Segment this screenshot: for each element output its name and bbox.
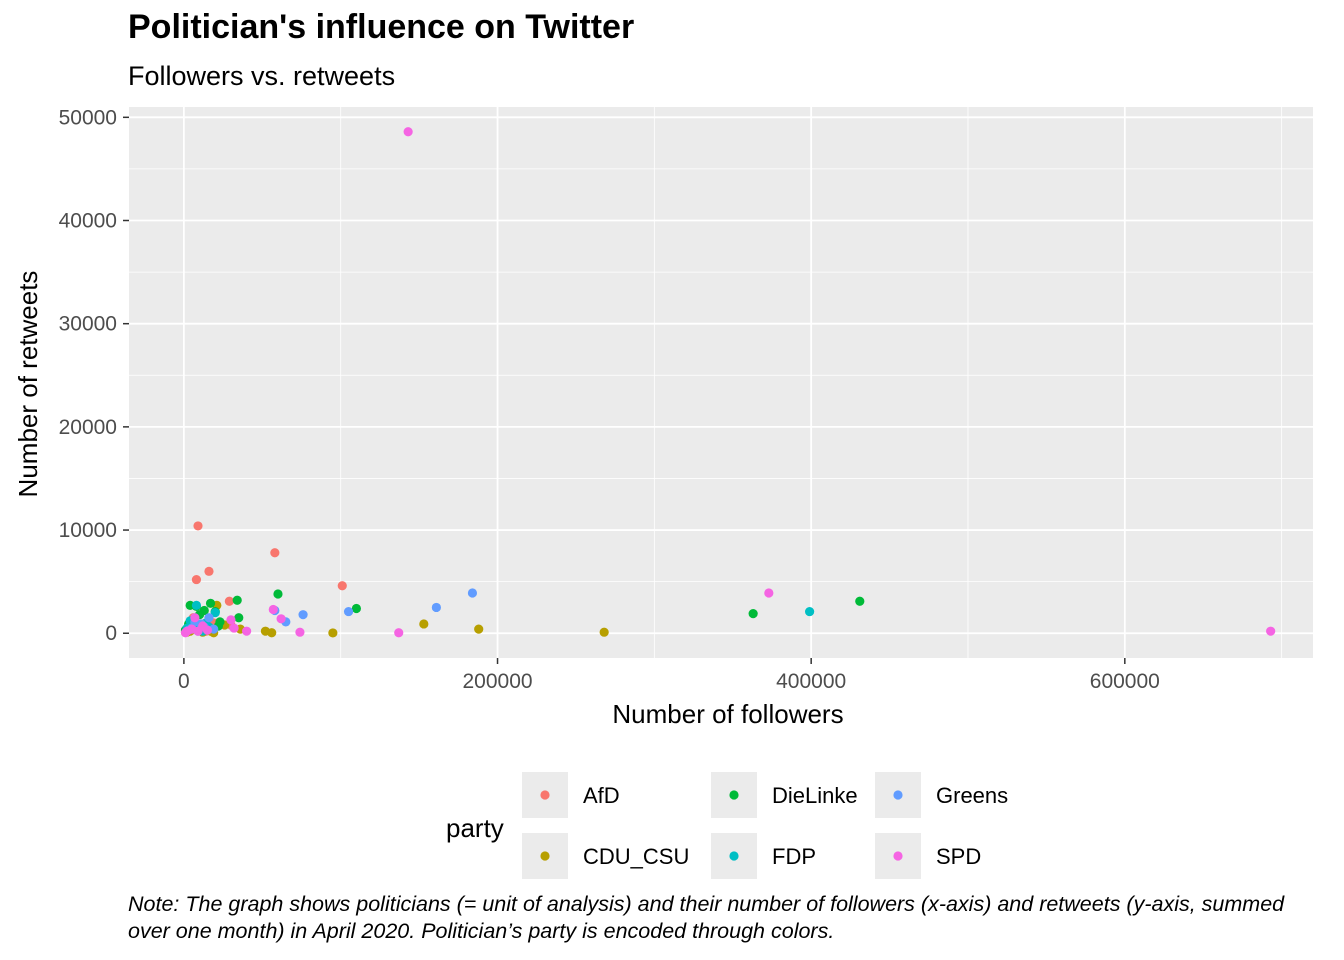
y-tick-label: 0 (105, 622, 117, 645)
legend-key-dot (893, 851, 903, 861)
point-cdu_csu (328, 628, 338, 638)
point-spd (403, 127, 413, 137)
point-dielinke (273, 589, 283, 599)
point-fdp (210, 607, 220, 618)
legend-key-dot (540, 790, 550, 800)
point-cdu_csu (474, 624, 484, 634)
point-greens (204, 613, 214, 623)
x-tick-label: 200000 (462, 670, 532, 693)
chart-subtitle: Followers vs. retweets (128, 61, 396, 91)
legend-key-dot (729, 851, 739, 861)
point-spd (1266, 626, 1276, 636)
x-axis: 0 200000 400000 600000 (178, 658, 1160, 693)
point-spd (764, 588, 774, 598)
point-afd (204, 566, 214, 576)
point-dielinke (215, 617, 225, 627)
point-greens (431, 602, 441, 613)
point-spd (190, 613, 200, 623)
y-tick-label: 40000 (59, 210, 117, 233)
plot-panel (129, 107, 1313, 658)
grid-major (129, 107, 1313, 658)
point-afd (337, 581, 347, 591)
point-fdp (805, 606, 815, 617)
point-dielinke (748, 609, 758, 619)
y-tick-label: 20000 (59, 416, 117, 439)
point-cdu_csu (267, 628, 277, 638)
legend-label: CDU_CSU (583, 844, 689, 869)
point-spd (295, 627, 305, 637)
y-tick-label: 30000 (59, 313, 117, 336)
point-dielinke (351, 603, 361, 614)
point-dielinke (232, 595, 242, 605)
point-spd (226, 615, 236, 625)
point-cdu_csu (599, 627, 609, 637)
point-afd (270, 548, 280, 558)
point-greens (343, 606, 354, 617)
point-afd (193, 521, 203, 531)
y-tick-label: 50000 (59, 106, 117, 129)
point-dielinke (234, 613, 244, 623)
legend-label: Greens (936, 783, 1008, 808)
point-spd (242, 626, 252, 636)
point-dielinke (199, 605, 209, 616)
legend-title: party (446, 813, 504, 843)
legend-label: AfD (583, 783, 620, 808)
x-axis-label: Number of followers (612, 699, 843, 729)
point-spd (229, 623, 239, 633)
point-greens (298, 610, 308, 620)
legend-key-dot (893, 790, 903, 800)
point-fdp (191, 600, 202, 610)
legend-key-dot (729, 790, 739, 800)
x-tick-label: 0 (178, 670, 190, 693)
legend-label: FDP (772, 844, 816, 869)
point-afd (191, 574, 202, 585)
y-tick-label: 10000 (59, 519, 117, 542)
point-spd (394, 628, 404, 638)
x-tick-label: 600000 (1090, 670, 1160, 693)
legend-label: SPD (936, 844, 981, 869)
legend-label: DieLinke (772, 783, 858, 808)
legend: party AfD DieLinke Greens CDU_CSU FDP SPD (446, 772, 1008, 879)
point-afd (224, 596, 234, 606)
x-tick-label: 400000 (776, 670, 846, 693)
point-spd (276, 614, 286, 624)
point-dielinke (855, 596, 865, 606)
y-axis: 0 10000 20000 30000 40000 50000 (59, 106, 129, 645)
point-dielinke (205, 598, 216, 608)
chart-title: Politician's influence on Twitter (128, 8, 635, 46)
legend-key-dot (540, 851, 550, 861)
grid-minor (129, 107, 1313, 658)
chart-note: Note: The graph shows politicians (= uni… (128, 892, 1285, 943)
point-greens (467, 588, 478, 598)
point-spd (202, 625, 213, 635)
point-cdu_csu (419, 619, 429, 629)
data-points (180, 127, 1276, 638)
point-spd (268, 604, 278, 615)
y-axis-label: Number of retweets (13, 271, 43, 498)
